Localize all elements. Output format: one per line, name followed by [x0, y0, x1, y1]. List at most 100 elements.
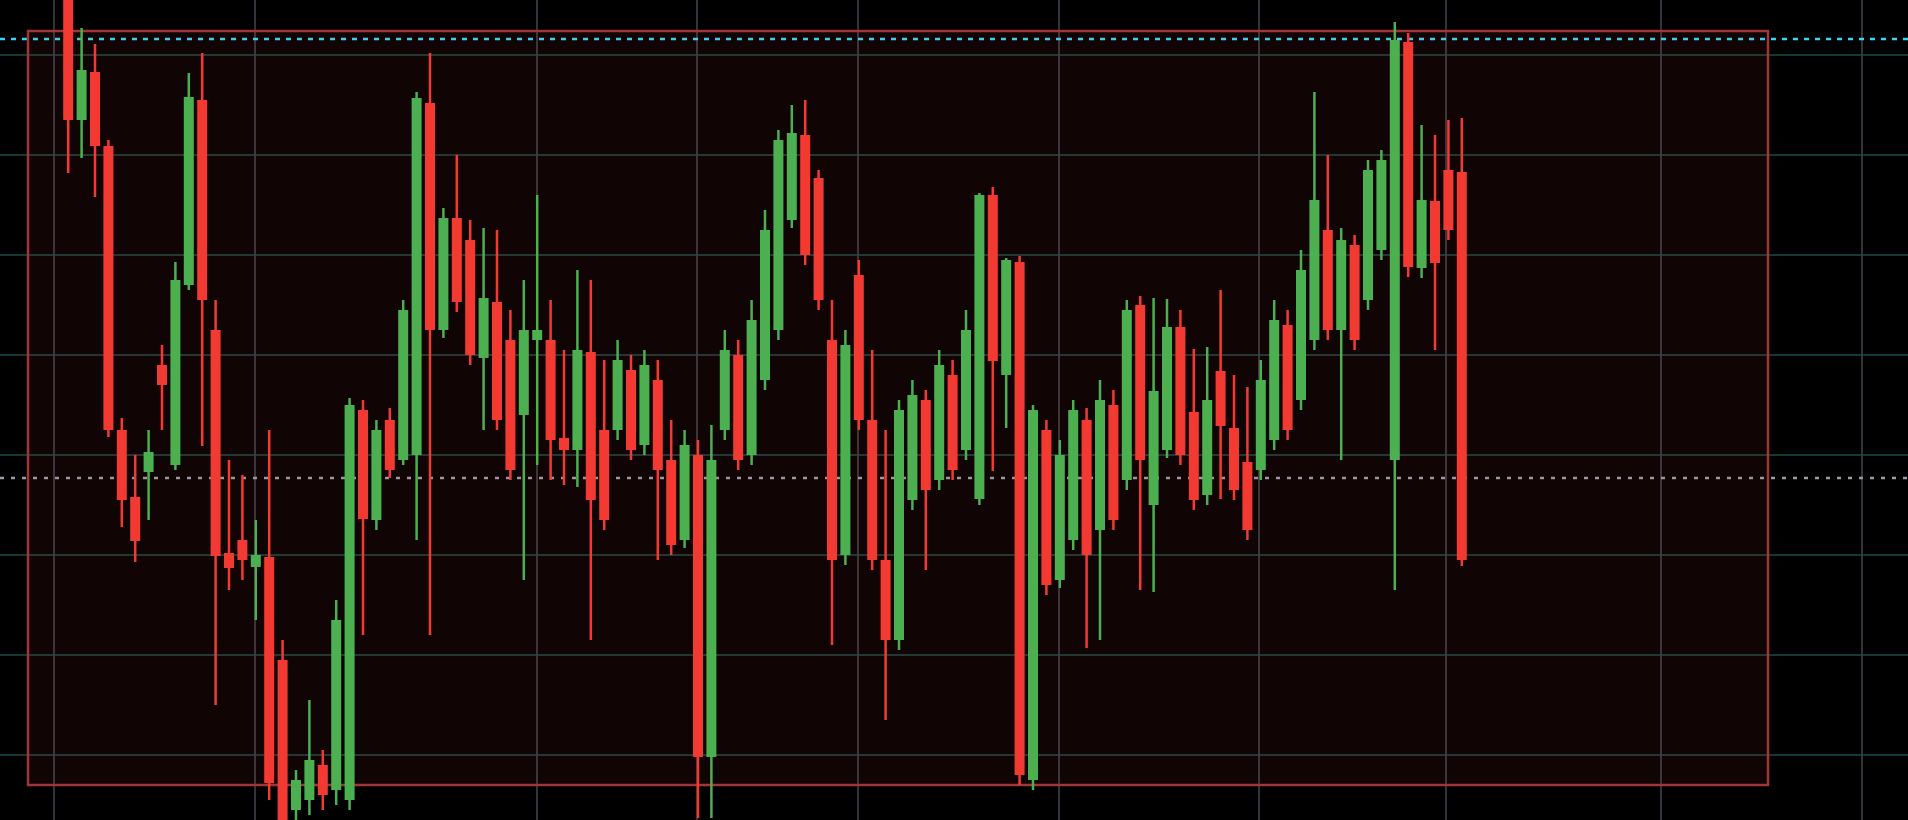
candle-down [987, 195, 998, 361]
candle-down [800, 135, 811, 255]
candle-up [143, 452, 154, 472]
candle-down [237, 540, 248, 560]
candle-up [840, 345, 851, 555]
candle-down [1322, 230, 1333, 330]
candle-up [1001, 260, 1012, 375]
candle-up [411, 98, 422, 455]
candle-down [1014, 262, 1025, 775]
candle-down [317, 765, 328, 795]
candle-down [384, 420, 395, 470]
candle-up [291, 780, 301, 810]
candle-down [130, 497, 141, 541]
candle-down [1175, 327, 1186, 455]
candle-up [1389, 40, 1400, 460]
candle-down [693, 455, 703, 757]
candle-up [1309, 200, 1320, 340]
candle-up [639, 365, 650, 445]
candle-up [532, 330, 543, 340]
candle-down [733, 355, 744, 460]
candle-up [1095, 400, 1105, 530]
candle-up [1336, 240, 1347, 330]
candle-down [626, 370, 636, 450]
candle-down [1456, 172, 1467, 560]
candle-down [1242, 462, 1253, 530]
candle-down [585, 352, 596, 500]
candle-up [1162, 327, 1172, 450]
candle-up [706, 460, 717, 757]
candle-down [920, 400, 931, 490]
candle-down [505, 340, 516, 470]
candle-up [746, 320, 757, 455]
candle-down [1041, 430, 1052, 585]
candle-up [398, 310, 409, 460]
candle-up [1068, 410, 1079, 540]
candle-down [666, 460, 677, 545]
candle-down [425, 103, 435, 330]
candle-down [1229, 428, 1239, 490]
candle-down [652, 380, 663, 470]
candle-down [492, 302, 502, 420]
candle-up [907, 395, 918, 500]
candle-down [264, 557, 275, 783]
candle-up [250, 555, 261, 567]
candle-down [277, 660, 288, 820]
candle-up [719, 350, 730, 430]
candle-down [813, 178, 824, 300]
candle-up [760, 230, 770, 380]
candle-up [679, 445, 690, 540]
candle-up [1296, 270, 1306, 400]
candle-up [344, 405, 355, 800]
candle-down [197, 100, 208, 300]
candle-down [116, 430, 127, 500]
candle-down [210, 330, 221, 556]
candle-down [358, 410, 368, 519]
candle-up [1028, 410, 1038, 780]
candle-down [451, 218, 462, 302]
candle-up [331, 620, 342, 790]
candle-up [76, 70, 87, 120]
candle-up [1269, 320, 1280, 440]
candle-up [1363, 170, 1373, 300]
candle-down [853, 275, 864, 420]
candle-up [961, 330, 971, 450]
candle-down [465, 240, 476, 355]
candle-up [304, 760, 315, 800]
candle-down [1349, 245, 1360, 340]
candle-up [1376, 160, 1387, 250]
candle-down [1135, 305, 1146, 460]
candle-down [157, 365, 167, 385]
candle-up [1148, 391, 1159, 505]
candle-down [559, 438, 569, 450]
candle-up [1416, 200, 1427, 268]
candle-up [974, 195, 985, 499]
candle-down [1081, 420, 1092, 555]
candle-up [438, 218, 449, 330]
candle-down [1443, 170, 1454, 230]
candle-down [599, 430, 610, 520]
candle-down [1188, 412, 1199, 500]
candle-up [1054, 455, 1065, 580]
candle-up [170, 280, 181, 465]
candle-down [1403, 42, 1414, 267]
candle-down [1215, 371, 1226, 426]
candle-up [1255, 380, 1266, 470]
candle-up [518, 330, 529, 415]
candle-down [827, 340, 837, 560]
candle-up [1202, 400, 1213, 495]
candle-down [63, 0, 74, 120]
candle-up [478, 298, 489, 358]
candle-up [773, 140, 784, 330]
candle-up [894, 410, 904, 640]
candle-up [786, 133, 797, 220]
candle-down [867, 420, 878, 560]
candle-down [103, 146, 114, 430]
candle-down [545, 340, 556, 440]
candle-down [947, 375, 958, 470]
candle-down [90, 72, 100, 146]
candle-down [880, 560, 891, 640]
candle-down [1108, 405, 1119, 520]
candle-down [1430, 201, 1440, 263]
candle-up [371, 430, 382, 520]
